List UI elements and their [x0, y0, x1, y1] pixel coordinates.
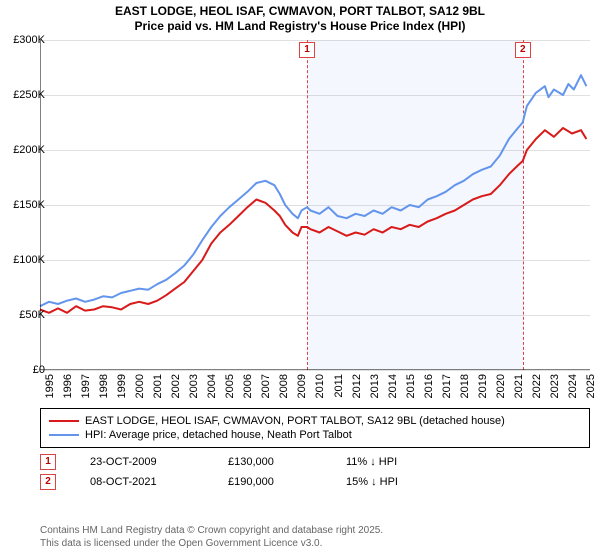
x-tick-label: 1995	[44, 374, 56, 398]
datapoint-diff: 11% ↓ HPI	[346, 456, 456, 468]
line-series	[40, 40, 590, 370]
legend-item: EAST LODGE, HEOL ISAF, CWMAVON, PORT TAL…	[49, 415, 581, 427]
x-tick-label: 2014	[387, 374, 399, 398]
y-tick-label: £300K	[5, 34, 45, 46]
y-tick-label: £200K	[5, 144, 45, 156]
plot-area	[40, 40, 590, 370]
y-tick-label: £250K	[5, 89, 45, 101]
legend: EAST LODGE, HEOL ISAF, CWMAVON, PORT TAL…	[40, 408, 590, 448]
datapoint-number: 1	[40, 454, 56, 470]
legend-label: EAST LODGE, HEOL ISAF, CWMAVON, PORT TAL…	[85, 415, 505, 427]
x-tick-label: 2021	[513, 374, 525, 398]
datapoint-row: 1 23-OCT-2009 £130,000 11% ↓ HPI	[40, 454, 590, 470]
x-tick-label: 2005	[224, 374, 236, 398]
x-tick-label: 2007	[260, 374, 272, 398]
x-tick-label: 2006	[242, 374, 254, 398]
x-tick-label: 2015	[405, 374, 417, 398]
x-tick-label: 1998	[98, 374, 110, 398]
y-tick-label: £150K	[5, 199, 45, 211]
y-tick-label: £50K	[5, 309, 45, 321]
chart-container: { "title_line1": "EAST LODGE, HEOL ISAF,…	[0, 0, 600, 560]
x-tick-label: 2001	[152, 374, 164, 398]
legend-label: HPI: Average price, detached house, Neat…	[85, 429, 352, 441]
legend-item: HPI: Average price, detached house, Neat…	[49, 429, 581, 441]
chart-footer: Contains HM Land Registry data © Crown c…	[40, 524, 590, 550]
x-tick-label: 2000	[134, 374, 146, 398]
x-tick-label: 2011	[333, 374, 345, 398]
series-subject	[40, 128, 586, 313]
x-tick-label: 2017	[441, 374, 453, 398]
x-tick-label: 1999	[116, 374, 128, 398]
x-tick-label: 2025	[585, 374, 597, 398]
title-line2: Price paid vs. HM Land Registry's House …	[0, 19, 600, 34]
x-tick-label: 1996	[62, 374, 74, 398]
datapoint-diff: 15% ↓ HPI	[346, 476, 456, 488]
x-tick-label: 2019	[477, 374, 489, 398]
legend-swatch	[49, 420, 79, 422]
y-tick-label: £100K	[5, 254, 45, 266]
x-tick-label: 2003	[188, 374, 200, 398]
series-hpi	[40, 75, 586, 306]
sale-marker-box: 2	[515, 42, 531, 58]
datapoint-number: 2	[40, 474, 56, 490]
chart-title: EAST LODGE, HEOL ISAF, CWMAVON, PORT TAL…	[0, 4, 600, 34]
x-tick-label: 2012	[351, 374, 363, 398]
x-tick-label: 2022	[531, 374, 543, 398]
x-tick-label: 2016	[423, 374, 435, 398]
x-tick-label: 2004	[206, 374, 218, 398]
x-tick-label: 2018	[459, 374, 471, 398]
datapoint-price: £190,000	[228, 476, 338, 488]
datapoint-date: 23-OCT-2009	[90, 456, 220, 468]
title-line1: EAST LODGE, HEOL ISAF, CWMAVON, PORT TAL…	[0, 4, 600, 19]
x-tick-label: 2002	[170, 374, 182, 398]
sale-marker-box: 1	[299, 42, 315, 58]
x-tick-label: 2024	[567, 374, 579, 398]
x-tick-label: 2020	[495, 374, 507, 398]
x-tick-label: 2010	[314, 374, 326, 398]
footer-line2: This data is licensed under the Open Gov…	[40, 537, 590, 550]
datapoint-date: 08-OCT-2021	[90, 476, 220, 488]
x-tick-label: 1997	[80, 374, 92, 398]
x-tick-label: 2013	[369, 374, 381, 398]
x-tick-label: 2009	[296, 374, 308, 398]
x-tick-label: 2023	[549, 374, 561, 398]
legend-swatch	[49, 434, 79, 436]
gridline	[40, 370, 590, 371]
x-tick-label: 2008	[278, 374, 290, 398]
footer-line1: Contains HM Land Registry data © Crown c…	[40, 524, 590, 537]
datapoint-row: 2 08-OCT-2021 £190,000 15% ↓ HPI	[40, 474, 590, 490]
datapoint-price: £130,000	[228, 456, 338, 468]
y-tick-label: £0	[5, 364, 45, 376]
datapoints-table: 1 23-OCT-2009 £130,000 11% ↓ HPI 2 08-OCT-202…	[40, 450, 590, 494]
